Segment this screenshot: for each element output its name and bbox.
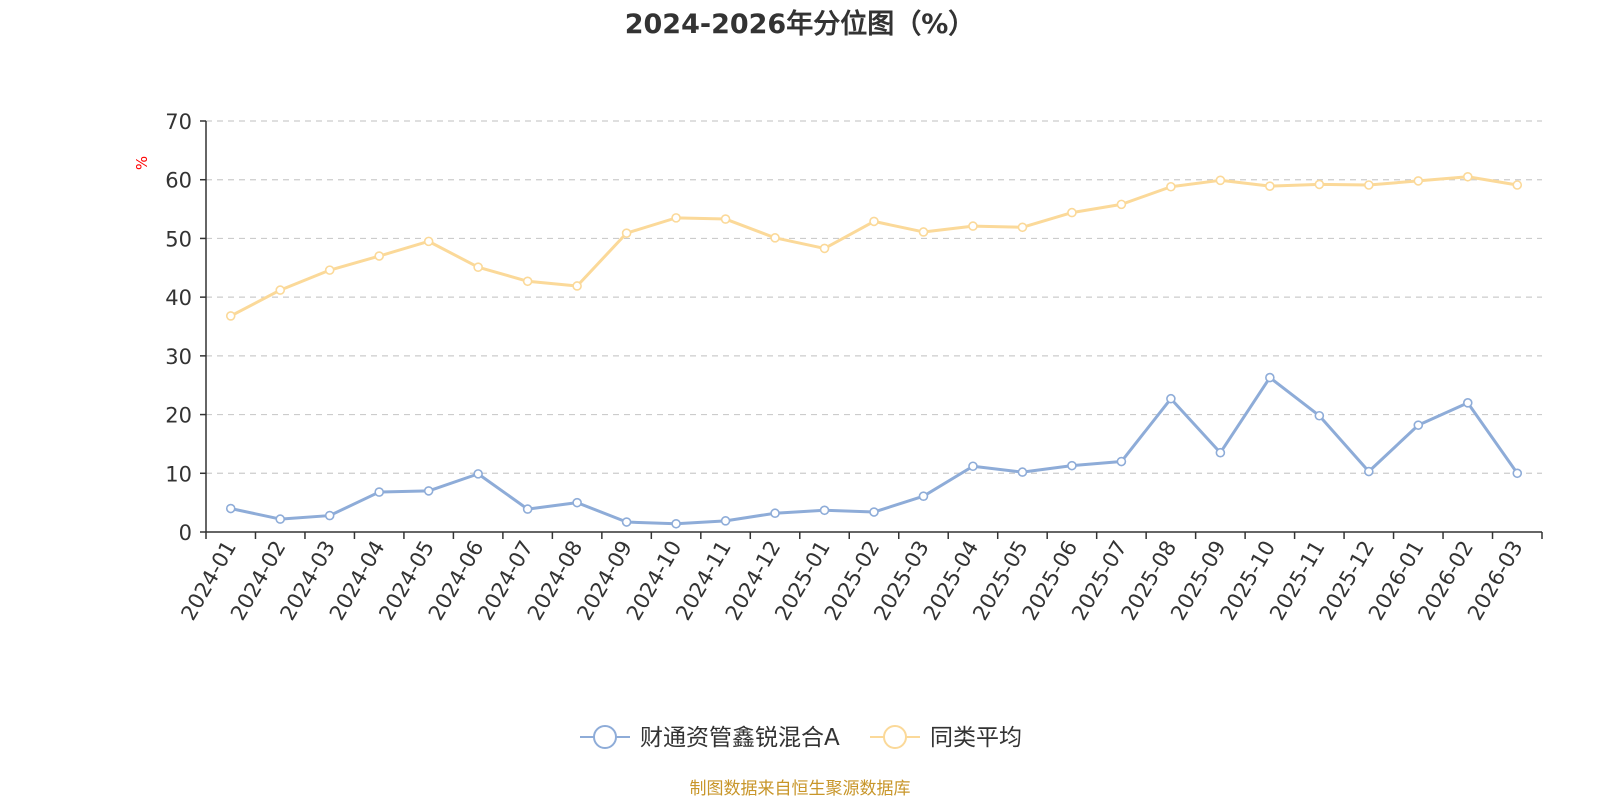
legend-label: 同类平均 [930,725,1022,751]
data-point [1215,175,1226,186]
data-point [374,487,384,497]
data-point [1364,466,1374,477]
grid [206,120,1542,474]
data-point [671,213,681,223]
data-point [770,233,780,243]
data-point [423,236,434,247]
data-point [1116,456,1127,467]
data-point [1067,207,1077,218]
data-point [324,510,335,521]
legend-label: 财通资管鑫锐混合A [640,725,840,751]
data-point [1512,468,1523,479]
legend-item[interactable]: 财通资管鑫锐混合A [580,725,840,751]
y-tick-label: 60 [165,169,192,193]
data-point [1462,171,1473,182]
data-point [1314,410,1325,421]
data-point [720,214,731,224]
data-point [1067,460,1077,471]
data-point [1413,176,1424,186]
data-point [1512,180,1523,190]
data-point [522,504,533,514]
data-point [918,227,929,237]
data-point [1413,420,1424,430]
source-note: 制图数据来自恒生聚源数据库 [690,779,911,799]
data-point [473,262,483,272]
data-point [473,469,483,479]
data-point [572,497,582,508]
legend-item[interactable]: 同类平均 [870,725,1022,751]
y-tick-label: 10 [165,462,192,486]
data-point [1017,467,1028,477]
data-point [275,285,286,295]
data-point [1116,199,1127,210]
data-point [819,505,830,516]
y-tick-label: 50 [165,227,192,251]
legend-marker-icon [883,725,907,749]
data-point [522,276,533,287]
data-point [1166,181,1176,192]
chart-title: 2024-2026年分位图（%） [625,8,976,40]
data-point [918,491,929,501]
series-line [230,175,1518,318]
series-line [230,376,1519,526]
legend[interactable]: 财通资管鑫锐混合A 同类平均 [580,725,1022,751]
data-point [869,507,879,517]
data-point [968,221,978,231]
data-point [968,461,978,472]
data-point [1364,180,1374,190]
data-point [275,514,286,524]
y-tick-label: 40 [165,286,192,310]
y-tick-label: 20 [165,404,192,428]
data-point [1215,447,1226,458]
y-axis-label: % [133,156,151,170]
data-point [225,503,236,514]
data-point [225,311,236,321]
axes: 0102030405060702024-012024-022024-032024… [165,110,1543,624]
y-tick-label: 30 [165,345,192,369]
data-point [869,216,879,227]
data-point [1314,179,1325,190]
data-point [770,508,780,519]
data-point [621,517,632,527]
series [225,171,1523,529]
data-point [324,265,335,275]
data-point [720,516,731,526]
data-point [1462,398,1473,408]
data-point [1166,393,1176,404]
data-point [374,251,384,261]
data-point [819,243,830,254]
data-point [1265,181,1275,191]
data-point [1017,222,1028,233]
data-point [423,486,434,496]
data-point [621,228,632,238]
y-tick-label: 0 [179,521,192,545]
y-tick-label: 70 [165,110,192,134]
legend-marker-icon [593,725,617,749]
data-point [1265,372,1275,383]
data-point [572,281,582,291]
data-point [671,518,681,529]
